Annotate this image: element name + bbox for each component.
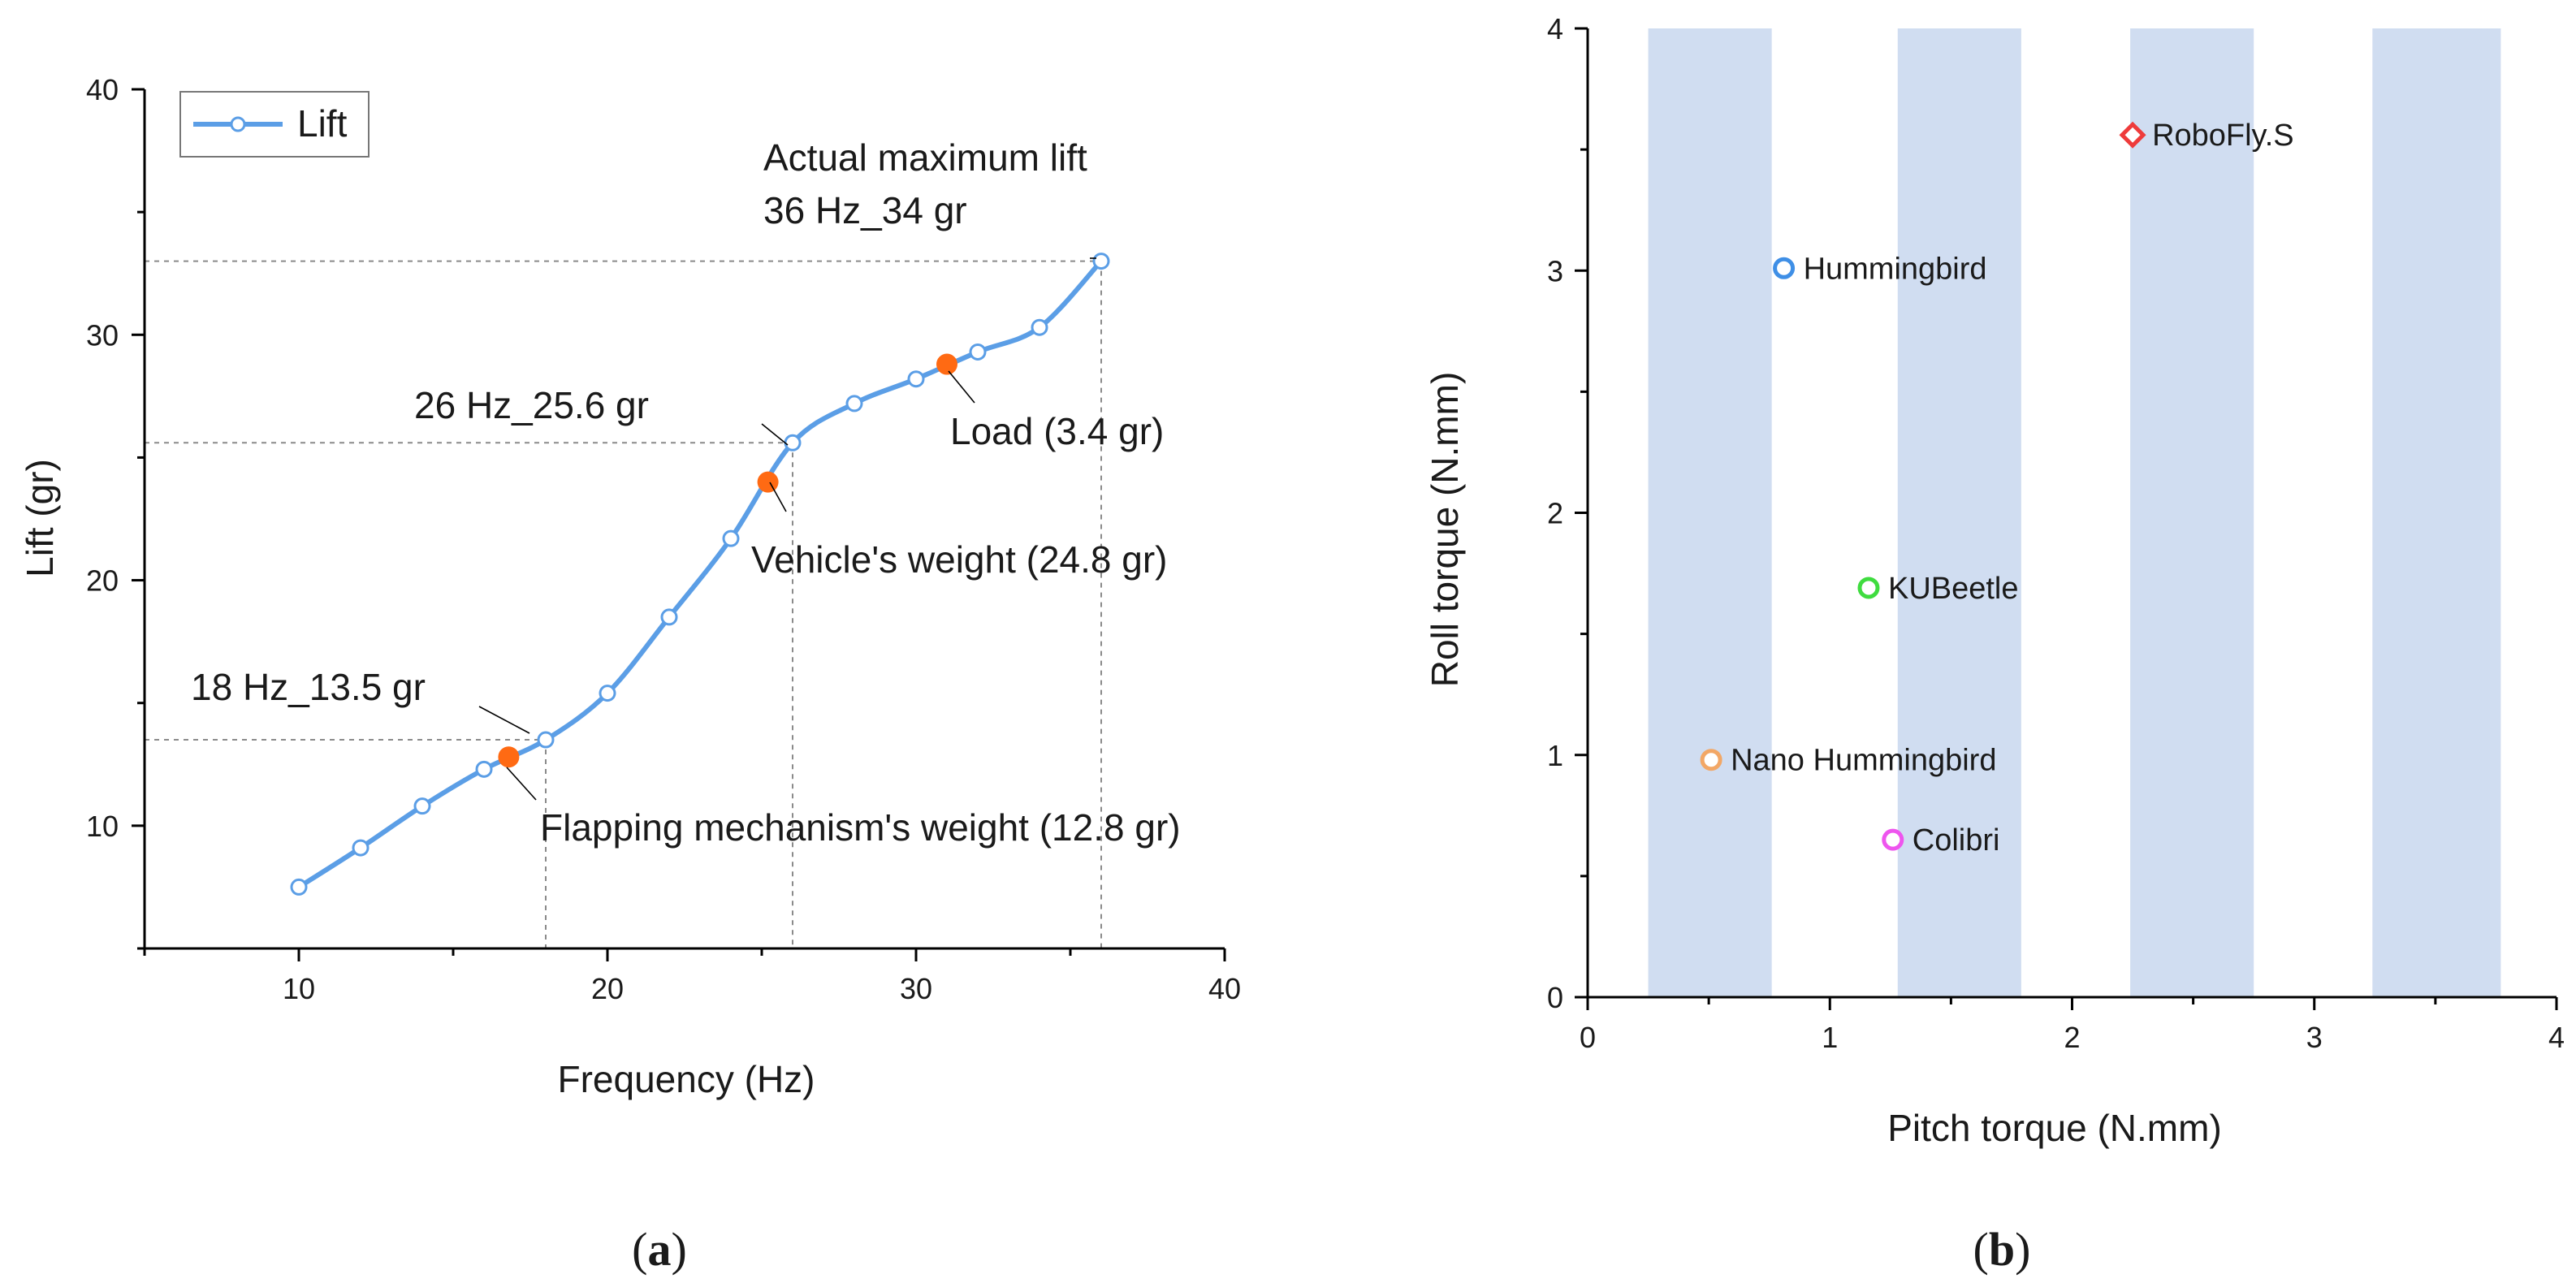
x-tick-label: 4: [2548, 1021, 2565, 1054]
x-axis-title: Pitch torque (N.mm): [1887, 1107, 2222, 1149]
leader-line-18hz: [478, 706, 530, 734]
leader-line-load: [948, 370, 975, 404]
annotation-vehicle-weight: Vehicle's weight (24.8 gr): [751, 538, 1168, 581]
y-axis-title: Roll torque (N.mm): [1424, 372, 1466, 688]
annotation-max-lift-value: 36 Hz_34 gr: [763, 189, 967, 231]
lift-point: [413, 797, 431, 815]
scatter-point-label: Colibri: [1913, 823, 2000, 857]
shaded-band: [1648, 28, 1772, 997]
scatter-point-label: KUBeetle: [1888, 572, 2019, 606]
highlight-point: [757, 471, 779, 493]
leader-line-26hz: [761, 423, 789, 446]
shaded-band: [2130, 28, 2254, 997]
lift-point: [537, 731, 555, 749]
x-tick-label: 10: [283, 972, 315, 1005]
scatter-point-label: Nano Hummingbird: [1731, 744, 1996, 778]
x-tick-label: 40: [1208, 972, 1241, 1005]
lift-point: [969, 343, 987, 361]
annotation-max-lift-title: Actual maximum lift: [763, 136, 1087, 179]
lift-point: [475, 760, 493, 778]
legend-marker: [230, 116, 246, 132]
lift-point: [1031, 318, 1048, 336]
scatter-point: [1700, 749, 1722, 771]
shaded-band: [2372, 28, 2501, 997]
scatter-point: [1882, 828, 1904, 851]
lift-point: [290, 878, 308, 896]
y-tick-label: 2: [1547, 497, 1563, 530]
legend: Lift: [179, 91, 370, 158]
y-tick-label: 1: [1547, 739, 1563, 772]
scatter-points: RoboFly.S Hummingbird KUBeetle Nano Humming…: [1700, 119, 2294, 857]
panel-a-caption: (a): [632, 1223, 687, 1276]
y-tick-label: 40: [86, 73, 119, 106]
lift-series-markers: [290, 253, 1110, 896]
scatter-point: [1773, 257, 1796, 279]
x-tick-label: 2: [2064, 1021, 2080, 1054]
x-axis-title: Frequency (Hz): [558, 1058, 815, 1100]
lift-point: [907, 370, 925, 388]
y-tick-label: 0: [1547, 981, 1563, 1014]
annotation-load: Load (3.4 gr): [950, 410, 1164, 452]
legend-label: Lift: [297, 102, 348, 145]
shaded-band: [1897, 28, 2021, 997]
lift-point: [660, 608, 678, 626]
shaded-bands: [1648, 28, 2501, 997]
highlight-point: [498, 746, 520, 768]
y-tick-label: 20: [86, 564, 119, 598]
lift-point: [784, 434, 802, 451]
lift-point: [1092, 253, 1110, 270]
lift-chart: 10 20 30 40 10 20 30 40 Actual maximum lift 36 …: [19, 73, 1241, 1276]
y-tick-label: 4: [1547, 12, 1563, 45]
annotation-flapping-weight: Flapping mechanism's weight (12.8 gr): [540, 806, 1181, 849]
x-tick-label: 20: [591, 972, 624, 1005]
leader-line-flapping: [506, 767, 537, 801]
x-tick-label: 0: [1580, 1021, 1596, 1054]
x-tick-label: 1: [1822, 1021, 1838, 1054]
reference-lines: [145, 260, 1102, 948]
scatter-point: [1857, 577, 1880, 599]
lift-point: [352, 839, 370, 857]
scatter-point-label: RoboFly.S: [2152, 119, 2294, 153]
annotation-26hz: 26 Hz_25.6 gr: [414, 384, 649, 426]
lift-point: [599, 685, 616, 702]
scatter-point-label: Hummingbird: [1804, 252, 1987, 286]
ticks: 0 1 2 3 4 0 1 2 3 4: [1547, 12, 2565, 1054]
y-tick-label: 10: [86, 810, 119, 843]
leader-line-vehicle: [769, 482, 787, 512]
torque-chart: 0 1 2 3 4 0 1 2 3 4 RoboFly.S Hummingbird KUBeetle N…: [1424, 12, 2565, 1276]
y-axis-title: Lift (gr): [19, 459, 61, 577]
x-tick-label: 30: [900, 972, 932, 1005]
scatter-point: [2119, 121, 2146, 149]
highlight-point: [936, 353, 957, 375]
ticks: 10 20 30 40 10 20 30 40: [86, 73, 1241, 1005]
y-tick-label: 3: [1547, 254, 1563, 287]
lift-point: [722, 529, 740, 547]
y-tick-label: 30: [86, 318, 119, 352]
panel-b-caption: (b): [1973, 1223, 2031, 1276]
annotation-18hz: 18 Hz_13.5 gr: [191, 666, 426, 708]
x-tick-label: 3: [2306, 1021, 2323, 1054]
lift-point: [845, 395, 863, 413]
